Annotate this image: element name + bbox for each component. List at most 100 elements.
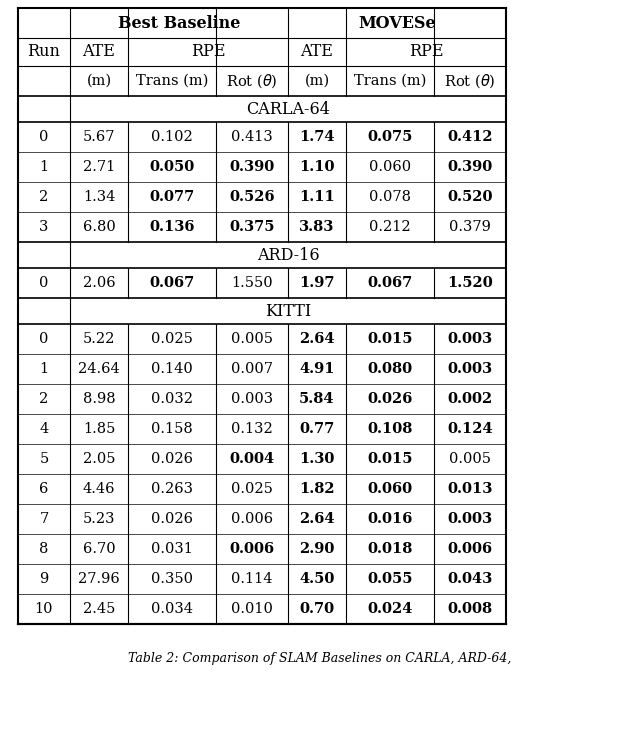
Text: 27.96: 27.96: [78, 572, 120, 586]
Text: 0.025: 0.025: [231, 482, 273, 496]
Text: 2.45: 2.45: [83, 602, 115, 616]
Text: 0.102: 0.102: [151, 130, 193, 144]
Text: 5: 5: [40, 452, 49, 466]
Text: 0.140: 0.140: [151, 362, 193, 376]
Text: 5.23: 5.23: [83, 512, 115, 526]
Text: 1.85: 1.85: [83, 422, 115, 436]
Text: 0.026: 0.026: [151, 452, 193, 466]
Text: 2.71: 2.71: [83, 160, 115, 174]
Text: 1.30: 1.30: [300, 452, 335, 466]
Text: 0.526: 0.526: [229, 190, 275, 204]
Text: 0.002: 0.002: [447, 392, 493, 406]
Text: 0.077: 0.077: [149, 190, 195, 204]
Text: 0.008: 0.008: [447, 602, 493, 616]
Text: 0.025: 0.025: [151, 332, 193, 346]
Text: 0.075: 0.075: [367, 130, 413, 144]
Text: 0.007: 0.007: [231, 362, 273, 376]
Text: 1.97: 1.97: [300, 276, 335, 290]
Text: 0.003: 0.003: [447, 362, 493, 376]
Text: 0.026: 0.026: [367, 392, 413, 406]
Text: 4: 4: [40, 422, 49, 436]
Text: 0.379: 0.379: [449, 220, 491, 234]
Text: 1.11: 1.11: [299, 190, 335, 204]
Text: CARLA-64: CARLA-64: [246, 101, 330, 117]
Text: 1.520: 1.520: [447, 276, 493, 290]
Text: 0.136: 0.136: [149, 220, 195, 234]
Text: 0.390: 0.390: [447, 160, 493, 174]
Text: 0.043: 0.043: [447, 572, 493, 586]
Text: 1.10: 1.10: [300, 160, 335, 174]
Text: 0: 0: [39, 276, 49, 290]
Text: (m): (m): [305, 74, 330, 88]
Text: 0.060: 0.060: [369, 160, 411, 174]
Text: 0.006: 0.006: [447, 542, 493, 556]
Text: 0.263: 0.263: [151, 482, 193, 496]
Text: 0.412: 0.412: [447, 130, 493, 144]
Text: ATE: ATE: [83, 44, 115, 61]
Text: 0.132: 0.132: [231, 422, 273, 436]
Text: 6: 6: [39, 482, 49, 496]
Text: 2: 2: [40, 392, 49, 406]
Text: 5.67: 5.67: [83, 130, 115, 144]
Text: 0.212: 0.212: [369, 220, 411, 234]
Text: 0.067: 0.067: [367, 276, 413, 290]
Text: 0.031: 0.031: [151, 542, 193, 556]
Text: 0.390: 0.390: [229, 160, 275, 174]
Text: 6.70: 6.70: [83, 542, 115, 556]
Text: 1.74: 1.74: [300, 130, 335, 144]
Text: 2.64: 2.64: [300, 512, 335, 526]
Text: 4.50: 4.50: [300, 572, 335, 586]
Text: 10: 10: [35, 602, 53, 616]
Text: 0.158: 0.158: [151, 422, 193, 436]
Text: 3.83: 3.83: [300, 220, 335, 234]
Text: 8: 8: [39, 542, 49, 556]
Text: 0.015: 0.015: [367, 332, 413, 346]
Text: 0.078: 0.078: [369, 190, 411, 204]
Text: 0.080: 0.080: [367, 362, 413, 376]
Text: 5.22: 5.22: [83, 332, 115, 346]
Text: 24.64: 24.64: [78, 362, 120, 376]
Text: 3: 3: [39, 220, 49, 234]
Text: 0.024: 0.024: [367, 602, 413, 616]
Text: RPE: RPE: [409, 44, 444, 61]
Text: Table 2: Comparison of SLAM Baselines on CARLA, ARD-64,: Table 2: Comparison of SLAM Baselines on…: [128, 652, 512, 665]
Text: 9: 9: [40, 572, 49, 586]
Text: 2.64: 2.64: [300, 332, 335, 346]
Text: 0.124: 0.124: [447, 422, 493, 436]
Text: ARD-16: ARD-16: [257, 246, 319, 264]
Text: 2.90: 2.90: [300, 542, 335, 556]
Text: 0.108: 0.108: [367, 422, 413, 436]
Text: KITTI: KITTI: [265, 303, 311, 319]
Text: 6.80: 6.80: [83, 220, 115, 234]
Text: 2.05: 2.05: [83, 452, 115, 466]
Text: 0.003: 0.003: [447, 512, 493, 526]
Text: 2.06: 2.06: [83, 276, 115, 290]
Text: 4.91: 4.91: [300, 362, 335, 376]
Text: 0.018: 0.018: [367, 542, 413, 556]
Text: Trans (m): Trans (m): [354, 74, 426, 88]
Text: 0.003: 0.003: [447, 332, 493, 346]
Text: 0.005: 0.005: [449, 452, 491, 466]
Text: Rot ($\theta$): Rot ($\theta$): [444, 72, 496, 90]
Text: 0.003: 0.003: [231, 392, 273, 406]
Text: Trans (m): Trans (m): [136, 74, 208, 88]
Text: 0.114: 0.114: [231, 572, 273, 586]
Text: 0.055: 0.055: [367, 572, 413, 586]
Text: 1: 1: [40, 362, 49, 376]
Text: 0.413: 0.413: [231, 130, 273, 144]
Text: 0.015: 0.015: [367, 452, 413, 466]
Text: RPE: RPE: [191, 44, 225, 61]
Text: 0.520: 0.520: [447, 190, 493, 204]
Text: 0.067: 0.067: [149, 276, 195, 290]
Text: 1.34: 1.34: [83, 190, 115, 204]
Text: 0.77: 0.77: [300, 422, 335, 436]
Text: 4.46: 4.46: [83, 482, 115, 496]
Text: 1.550: 1.550: [231, 276, 273, 290]
Text: 0.004: 0.004: [229, 452, 275, 466]
Text: 0.026: 0.026: [151, 512, 193, 526]
Text: 0.350: 0.350: [151, 572, 193, 586]
Text: 5.84: 5.84: [300, 392, 335, 406]
Text: Rot ($\theta$): Rot ($\theta$): [226, 72, 278, 90]
Text: 0.375: 0.375: [229, 220, 275, 234]
Text: 0.013: 0.013: [447, 482, 493, 496]
